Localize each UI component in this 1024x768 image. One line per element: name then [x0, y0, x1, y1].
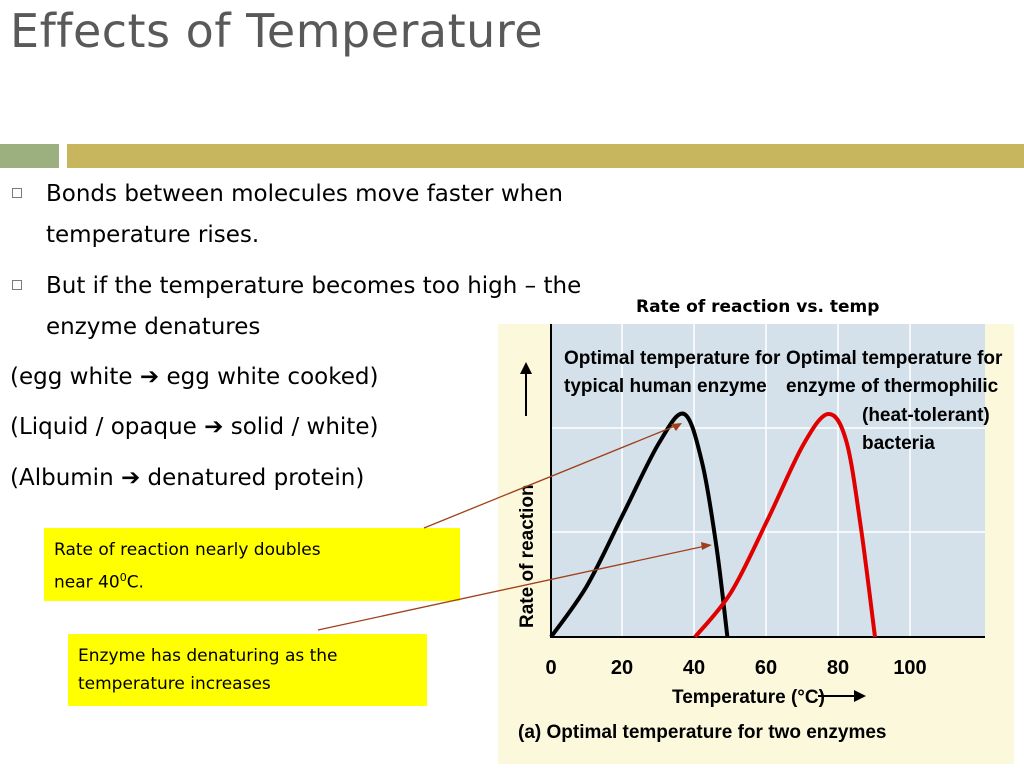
plot-area: [551, 324, 985, 636]
slide-title: Effects of Temperature: [10, 4, 544, 58]
example-line-3: (Albumin ➔ denatured protein): [10, 465, 364, 491]
callout-doubles-line2: near 400C.: [54, 571, 144, 593]
svg-text:Optimal temperature for: Optimal temperature for: [564, 348, 781, 369]
series-line-2: [693, 412, 877, 639]
arrow-right-icon: ➔: [204, 414, 224, 440]
example-3-right: denatured protein): [140, 465, 365, 491]
x-tick-label: 60: [755, 657, 777, 679]
svg-text:typical human enzyme: typical human enzyme: [564, 376, 767, 397]
callout-denaturing: Enzyme has denaturing as the temperature…: [68, 634, 427, 706]
y-axis-arrow-icon: [520, 362, 532, 374]
arrow-right-icon: ➔: [120, 465, 141, 491]
example-2-right: solid / white): [223, 414, 379, 440]
chart-subtitle: (a) Optimal temperature for two enzymes: [518, 722, 886, 743]
x-tick-label: 0: [545, 657, 556, 679]
svg-text:Optimal temperature for: Optimal temperature for: [786, 348, 1003, 369]
series-line-1: [549, 411, 730, 639]
x-axis-label: Temperature (°C): [672, 687, 825, 708]
bullet-2: But if the temperature becomes too high …: [12, 266, 682, 348]
callout-denaturing-line2: temperature increases: [78, 674, 271, 694]
bullet-square-icon: [12, 280, 22, 290]
y-axis-label: Rate of reaction: [517, 484, 538, 628]
bullet-1-line2: temperature rises.: [46, 222, 260, 248]
x-axis-arrow-icon: [854, 690, 866, 702]
arrowhead-icon: [671, 423, 682, 431]
bullet-1-line1: Bonds between molecules move faster when: [46, 181, 563, 207]
callout-connector-2: [317, 544, 711, 631]
example-line-1: (egg white ➔ egg white cooked): [10, 364, 378, 390]
svg-text:bacteria: bacteria: [862, 433, 935, 454]
chart-caption: Rate of reaction vs. temp: [636, 297, 880, 317]
bullet-2-line1: But if the temperature becomes too high …: [46, 273, 582, 299]
bullet-square-icon: [12, 188, 22, 198]
example-3-left: (Albumin: [10, 465, 121, 491]
svg-text:enzyme of thermophilic: enzyme of thermophilic: [786, 376, 999, 397]
arrowhead-icon: [701, 542, 712, 550]
x-tick-labels: 0 20 40 60 80 100: [545, 657, 926, 679]
bullet-2-line2: enzyme denatures: [46, 314, 261, 340]
annotation-thermophile: Optimal temperature for enzyme of thermo…: [786, 348, 1003, 454]
callout-connector-1: [423, 423, 681, 529]
callout-doubles-line1: Rate of reaction nearly doubles: [54, 540, 321, 560]
callout-denaturing-line1: Enzyme has denaturing as the: [78, 646, 338, 666]
title-band-left: [0, 144, 59, 168]
x-tick-label: 80: [827, 657, 849, 679]
gridlines: [551, 324, 985, 636]
x-tick-label: 100: [893, 657, 926, 679]
x-tick-label: 20: [611, 657, 633, 679]
bullet-1: Bonds between molecules move faster when…: [12, 174, 682, 256]
example-1-left: (egg white: [10, 364, 140, 390]
annotation-human: Optimal temperature for typical human en…: [564, 348, 781, 397]
arrow-right-icon: ➔: [139, 364, 160, 390]
callout-doubles: Rate of reaction nearly doubles near 400…: [44, 528, 460, 601]
title-band-right: [67, 144, 1024, 168]
x-tick-label: 40: [683, 657, 705, 679]
svg-text:(heat-tolerant): (heat-tolerant): [862, 405, 990, 426]
example-line-2: (Liquid / opaque ➔ solid / white): [10, 414, 378, 440]
example-2-left: (Liquid / opaque: [10, 414, 205, 440]
example-1-right: egg white cooked): [159, 364, 379, 390]
series-group: [549, 411, 877, 639]
